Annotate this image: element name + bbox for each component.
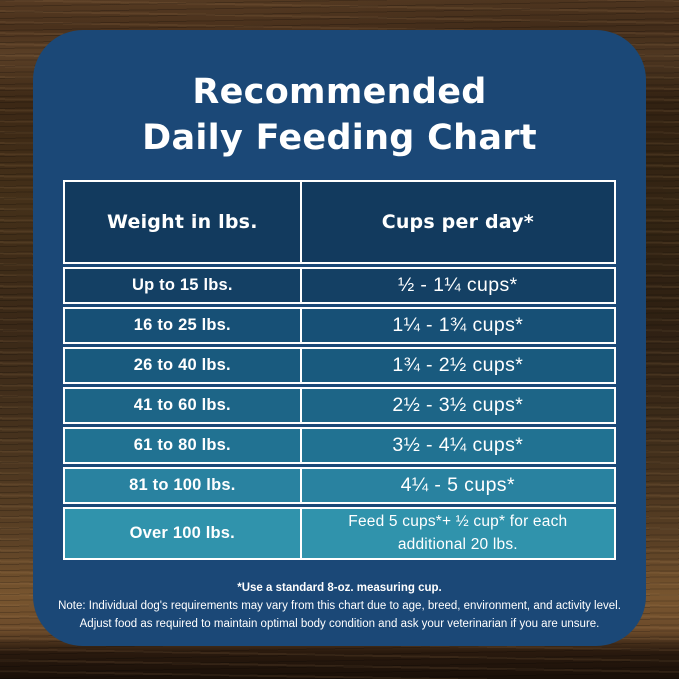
footnotes: *Use a standard 8-oz. measuring cup. Not… xyxy=(33,580,646,633)
footnote-measuring-cup: *Use a standard 8-oz. measuring cup. xyxy=(237,582,442,594)
weight-cell: 81 to 100 lbs. xyxy=(63,467,302,504)
weight-cell: Up to 15 lbs. xyxy=(63,267,302,304)
footnote-disclaimer-line-1: Note: Individual dog's requirements may … xyxy=(58,600,621,613)
cups-cell: 2½ - 3½ cups* xyxy=(299,387,616,424)
footnote-disclaimer-line-2: Adjust food as required to maintain opti… xyxy=(79,617,600,630)
weight-cell: 61 to 80 lbs. xyxy=(63,427,302,464)
table-row: Up to 15 lbs. ½ - 1¼ cups* xyxy=(63,267,618,304)
table-header-row: Weight in lbs. Cups per day* xyxy=(63,180,618,264)
header-cups-column: Cups per day* xyxy=(299,180,616,264)
cups-cell: 1¾ - 2½ cups* xyxy=(299,347,616,384)
cups-cell: 1¼ - 1¾ cups* xyxy=(299,307,616,344)
table-row: 26 to 40 lbs. 1¾ - 2½ cups* xyxy=(63,347,618,384)
table-row: Over 100 lbs. Feed 5 cups*+ ½ cup* for ea… xyxy=(63,507,618,560)
feeding-table: Weight in lbs. Cups per day* Up to 15 lb… xyxy=(63,180,618,560)
weight-cell: 16 to 25 lbs. xyxy=(63,307,302,344)
cups-cell: 4¼ - 5 cups* xyxy=(299,467,616,504)
weight-cell: 26 to 40 lbs. xyxy=(63,347,302,384)
header-weight-column: Weight in lbs. xyxy=(63,180,302,264)
feeding-chart-card: Recommended Daily Feeding Chart Weight i… xyxy=(33,30,646,646)
page-title: Recommended Daily Feeding Chart xyxy=(33,30,646,161)
table-row: 41 to 60 lbs. 2½ - 3½ cups* xyxy=(63,387,618,424)
cups-cell: 3½ - 4¼ cups* xyxy=(299,427,616,464)
weight-cell: 41 to 60 lbs. xyxy=(63,387,302,424)
title-line-1: Recommended xyxy=(192,72,487,112)
cups-cell: Feed 5 cups*+ ½ cup* for each additional… xyxy=(299,507,616,560)
table-row: 61 to 80 lbs. 3½ - 4¼ cups* xyxy=(63,427,618,464)
table-row: 81 to 100 lbs. 4¼ - 5 cups* xyxy=(63,467,618,504)
cups-cell: ½ - 1¼ cups* xyxy=(299,267,616,304)
title-line-2: Daily Feeding Chart xyxy=(142,117,537,158)
weight-cell: Over 100 lbs. xyxy=(63,507,302,560)
table-row: 16 to 25 lbs. 1¼ - 1¾ cups* xyxy=(63,307,618,344)
